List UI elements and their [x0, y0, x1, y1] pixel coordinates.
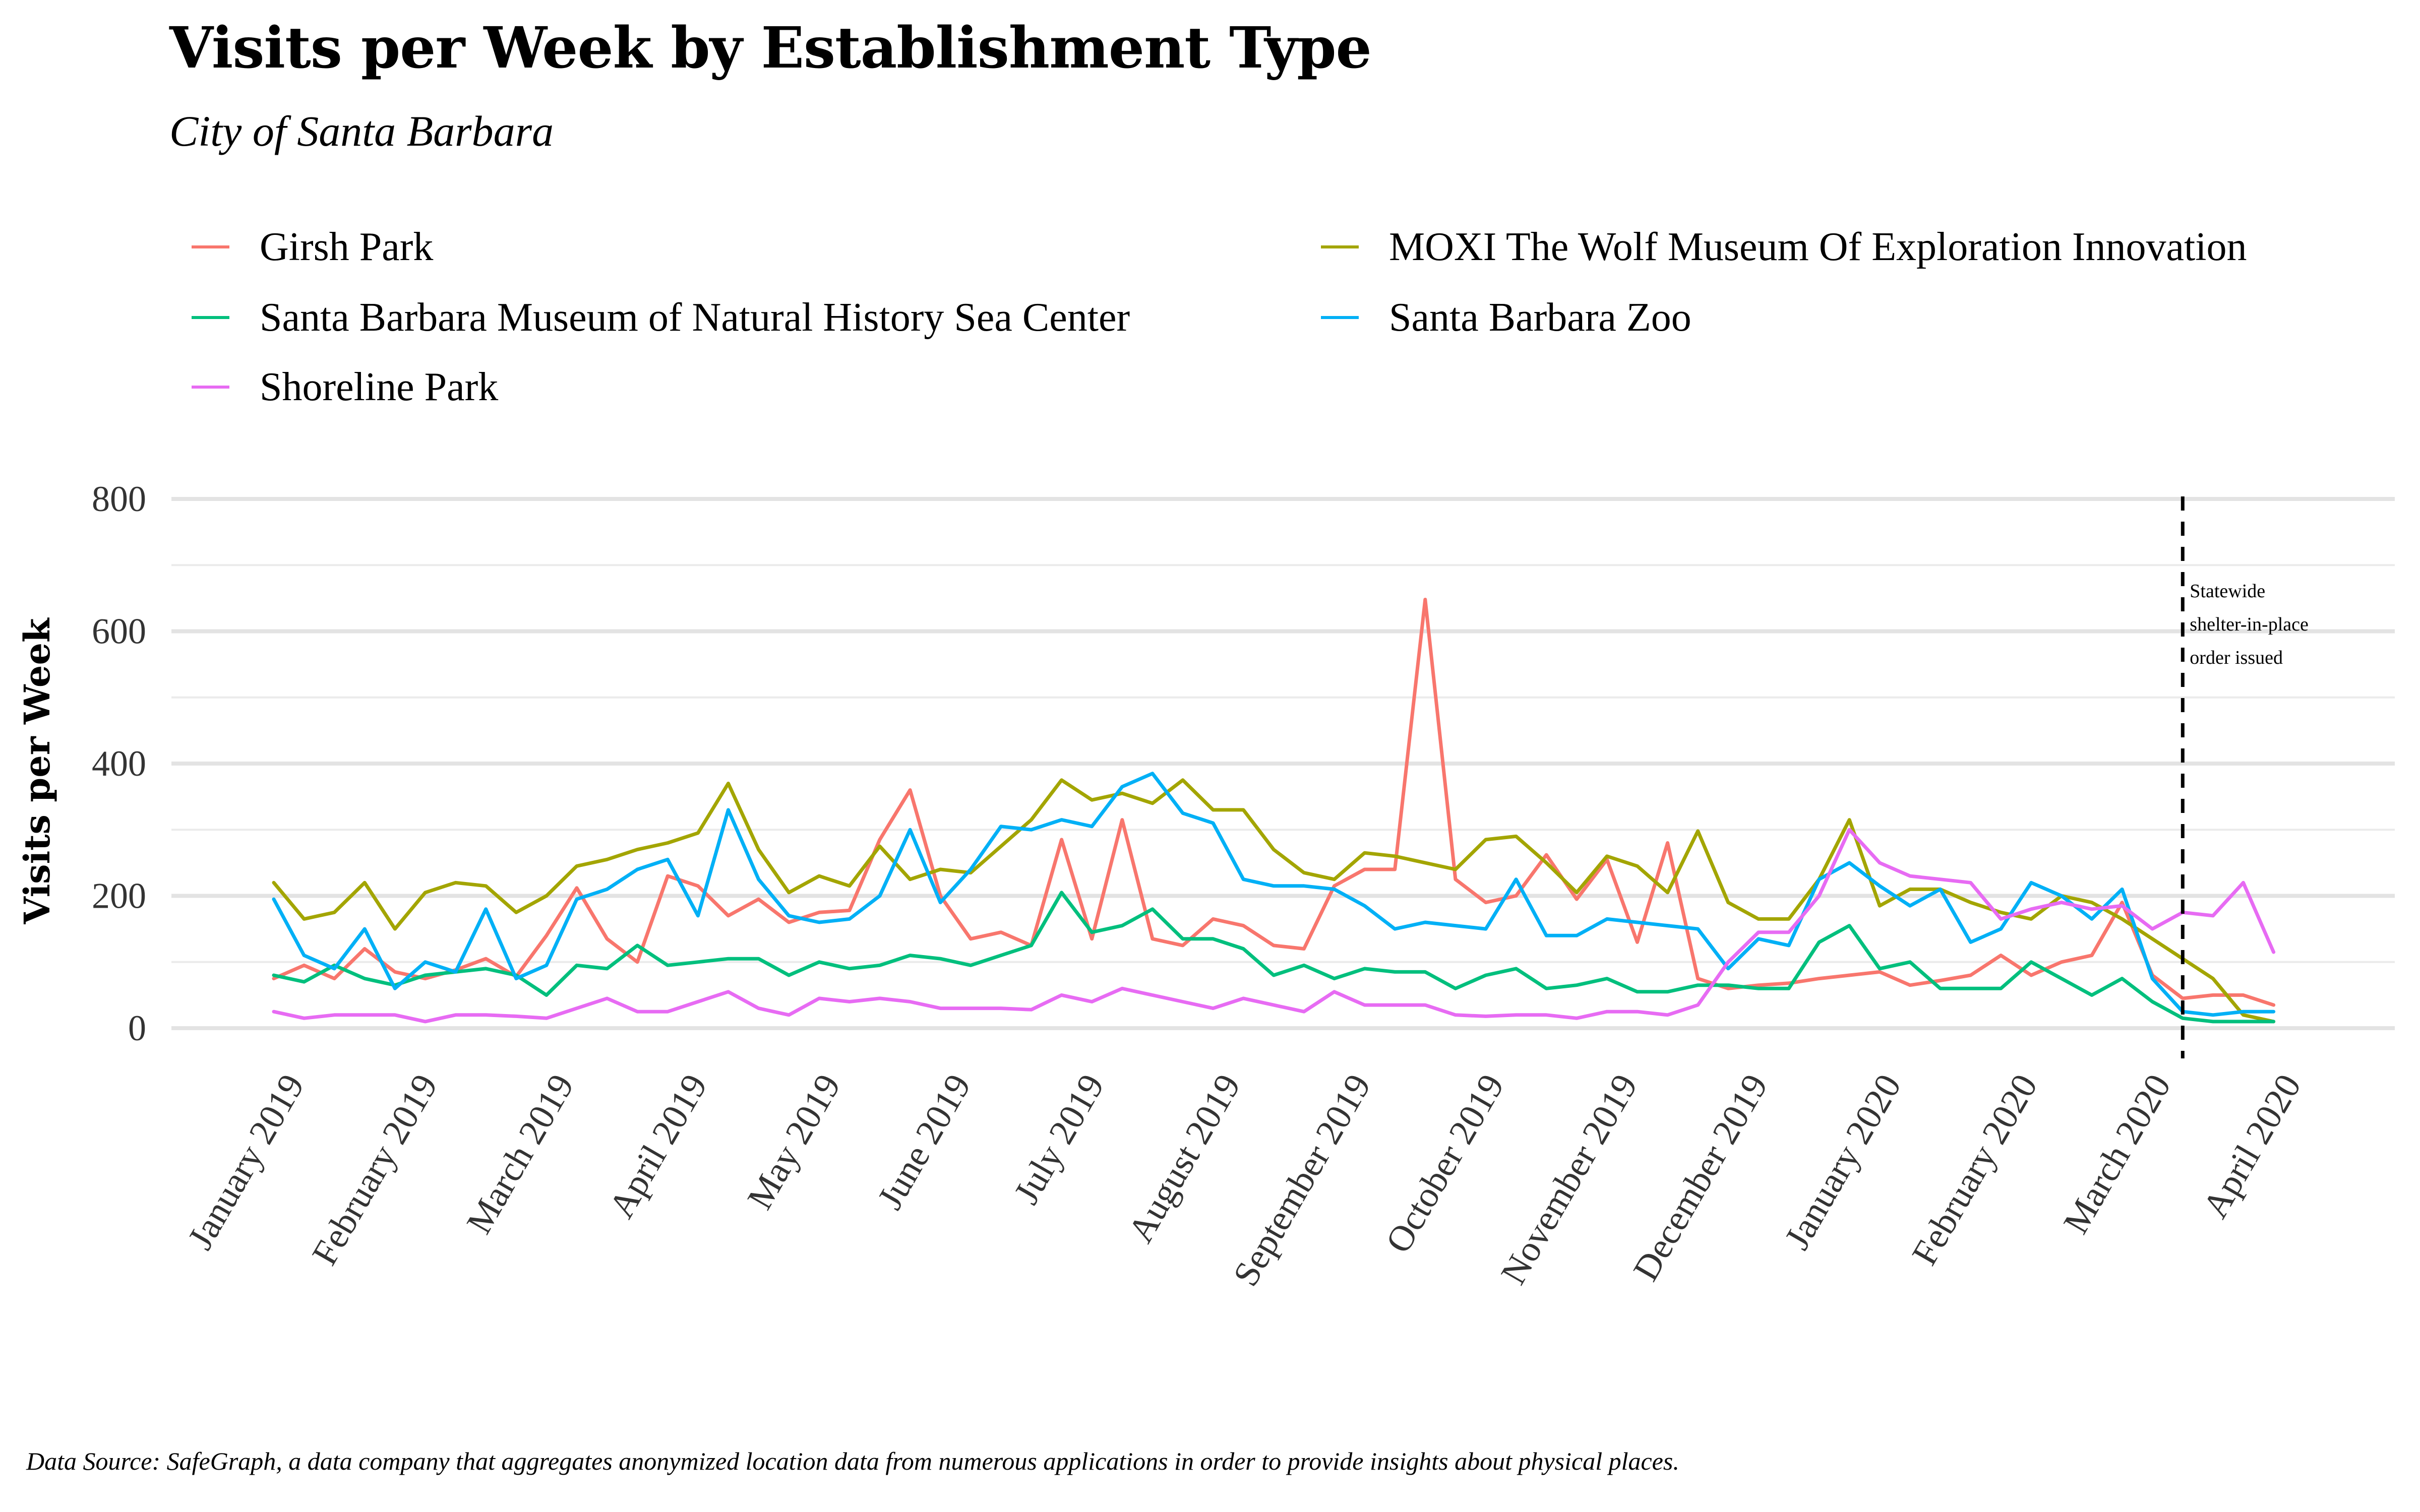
- x-tick-label: February 2019: [304, 1067, 445, 1272]
- series-line-girsh-park: [272, 598, 2276, 1007]
- legend-swatch: [1321, 245, 1359, 248]
- y-tick-label: 0: [128, 1008, 146, 1048]
- x-tick-label: December 2019: [1625, 1067, 1776, 1287]
- series-line-shoreline-park: [272, 828, 2276, 1024]
- x-tick-label: April 2020: [2195, 1067, 2309, 1225]
- x-tick-label: May 2019: [739, 1067, 848, 1216]
- legend-item-santa-barbara-zoo: Santa Barbara Zoo: [1321, 287, 1691, 348]
- x-tick-label: April 2019: [601, 1067, 715, 1225]
- x-tick-label: June 2019: [870, 1067, 979, 1216]
- series-lines: [272, 598, 2276, 1024]
- x-tick-label: November 2019: [1493, 1067, 1645, 1291]
- y-tick-label: 800: [92, 479, 146, 519]
- series-line-santa-barbara-museum-of-natural-history-sea-center: [272, 891, 2276, 1024]
- annotation-text: Statewide: [2190, 581, 2265, 602]
- legend-swatch: [192, 245, 229, 248]
- legend-item-shoreline-park: Shoreline Park: [192, 357, 498, 417]
- x-tick-label: August 2019: [1120, 1067, 1248, 1249]
- legend-swatch: [192, 386, 229, 389]
- x-tick-label: January 2019: [180, 1067, 312, 1256]
- legend-label: Santa Barbara Museum of Natural History …: [260, 295, 1130, 340]
- chart-title: Visits per Week by Establishment Type: [169, 15, 1372, 81]
- legend-swatch: [192, 316, 229, 319]
- y-axis-ticks: 0 200 400 600 800: [92, 479, 146, 1048]
- legend-swatch: [1321, 316, 1359, 319]
- legend-label: Santa Barbara Zoo: [1389, 295, 1691, 340]
- annotation-text: shelter-in-place: [2190, 614, 2309, 635]
- y-tick-label: 200: [92, 876, 146, 916]
- y-axis-label: Visits per Week: [16, 617, 58, 924]
- legend-item-girsh-park: Girsh Park: [192, 217, 433, 277]
- legend-label: Shoreline Park: [260, 364, 499, 409]
- x-tick-label: March 2019: [459, 1067, 582, 1240]
- x-tick-label: January 2020: [1777, 1067, 1909, 1256]
- series-line-moxi-the-wolf-museum-of-exploration-innovation: [272, 778, 2276, 1024]
- y-tick-label: 400: [92, 743, 146, 784]
- legend-label: Girsh Park: [260, 224, 434, 269]
- data-source-caption: Data Source: SafeGraph, a data company t…: [26, 1447, 1679, 1475]
- x-tick-label: October 2019: [1378, 1067, 1512, 1259]
- legend: Girsh Park MOXI The Wolf Museum Of Explo…: [192, 217, 2410, 418]
- annotation: Statewide shelter-in-place order issued: [2181, 496, 2309, 1058]
- chart-subtitle: City of Santa Barbara: [169, 107, 554, 155]
- legend-label: MOXI The Wolf Museum Of Exploration Inno…: [1389, 224, 2247, 269]
- legend-item-sea-center: Santa Barbara Museum of Natural History …: [192, 287, 1130, 348]
- y-tick-label: 600: [92, 611, 146, 652]
- x-tick-label: March 2020: [2055, 1067, 2179, 1240]
- x-tick-label: February 2020: [1904, 1067, 2045, 1272]
- grid-minor: [171, 564, 2395, 963]
- annotation-text: order issued: [2190, 647, 2283, 668]
- legend-item-moxi: MOXI The Wolf Museum Of Exploration Inno…: [1321, 217, 2247, 277]
- x-tick-label: July 2019: [1006, 1067, 1112, 1211]
- x-tick-label: September 2019: [1225, 1067, 1378, 1293]
- series-line-santa-barbara-zoo: [272, 772, 2276, 1017]
